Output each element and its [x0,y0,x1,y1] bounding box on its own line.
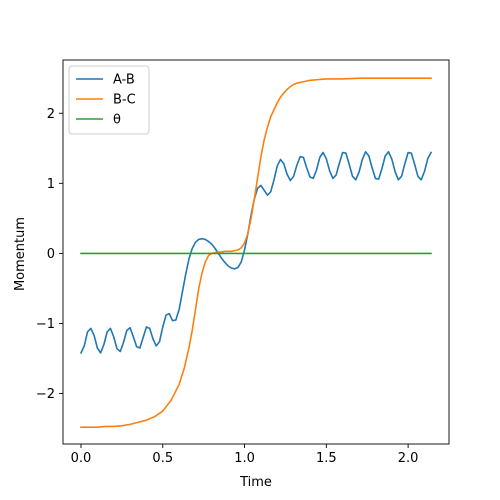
legend-box [68,65,150,135]
x-tick-label: 1.0 [234,451,255,466]
legend-label: θ [113,113,121,128]
y-tick-label: 1 [47,177,55,192]
axes-frame [62,59,450,445]
legend-label: A-B [113,73,135,88]
y-tick-label: −2 [36,387,55,402]
x-tick-label: 0.0 [71,451,92,466]
plot-area [79,77,433,428]
axes: 0.0 0.5 1.0 1.5 2.0 −2 −1 0 1 2 [36,59,450,466]
y-tick-label: 2 [47,107,55,122]
y-tick-label: −1 [36,317,55,332]
legend: A-B B-C θ [68,65,150,135]
y-axis-label: Momentum [13,217,28,291]
y-tick-label: 0 [47,247,55,262]
series-line-2 [80,77,432,428]
series-line-1 [79,151,433,354]
x-tick-label: 2.0 [398,451,419,466]
x-axis-label: Time [239,475,272,490]
legend-label: B-C [113,93,136,108]
x-tick-label: 0.5 [152,451,173,466]
x-tick-label: 1.5 [316,451,337,466]
